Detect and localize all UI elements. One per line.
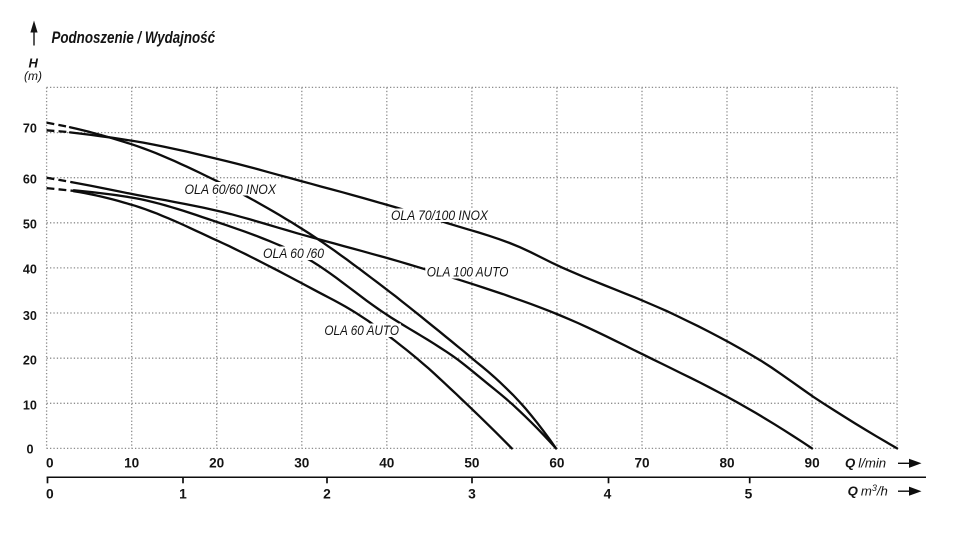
svg-text:H: H bbox=[29, 56, 39, 71]
svg-text:OLA 60/60 INOX: OLA 60/60 INOX bbox=[185, 182, 277, 197]
svg-text:20: 20 bbox=[23, 354, 37, 368]
svg-text:40: 40 bbox=[379, 456, 394, 471]
svg-text:4: 4 bbox=[604, 487, 612, 502]
svg-text:(m): (m) bbox=[24, 69, 42, 83]
svg-text:50: 50 bbox=[23, 217, 37, 231]
svg-text:80: 80 bbox=[719, 456, 734, 471]
svg-text:20: 20 bbox=[209, 456, 224, 471]
svg-text:30: 30 bbox=[23, 309, 37, 323]
svg-text:5: 5 bbox=[745, 487, 753, 502]
svg-text:0: 0 bbox=[46, 487, 54, 502]
svg-text:60: 60 bbox=[23, 172, 37, 186]
svg-text:OLA 60 AUTO: OLA 60 AUTO bbox=[324, 323, 399, 338]
svg-text:70: 70 bbox=[634, 456, 649, 471]
svg-text:30: 30 bbox=[294, 456, 309, 471]
svg-text:OLA 100 AUTO: OLA 100 AUTO bbox=[427, 265, 509, 280]
svg-text:2: 2 bbox=[323, 487, 331, 502]
svg-text:1: 1 bbox=[179, 487, 187, 502]
svg-text:OLA 60 /60: OLA 60 /60 bbox=[263, 246, 324, 261]
svg-text:OLA 70/100 INOX: OLA 70/100 INOX bbox=[391, 208, 489, 223]
svg-text:70: 70 bbox=[23, 122, 37, 136]
svg-text:10: 10 bbox=[23, 399, 37, 413]
svg-text:0: 0 bbox=[26, 442, 33, 456]
svg-text:10: 10 bbox=[124, 456, 139, 471]
svg-text:90: 90 bbox=[805, 456, 820, 471]
svg-text:Qm3/h: Qm3/h bbox=[848, 483, 888, 499]
svg-text:40: 40 bbox=[23, 263, 37, 277]
svg-text:Podnoszenie / Wydajność: Podnoszenie / Wydajność bbox=[52, 28, 216, 47]
svg-text:50: 50 bbox=[464, 456, 479, 471]
svg-text:Ql/min: Ql/min bbox=[845, 456, 886, 471]
svg-text:60: 60 bbox=[549, 456, 564, 471]
svg-text:0: 0 bbox=[46, 456, 54, 471]
svg-text:3: 3 bbox=[468, 487, 476, 502]
